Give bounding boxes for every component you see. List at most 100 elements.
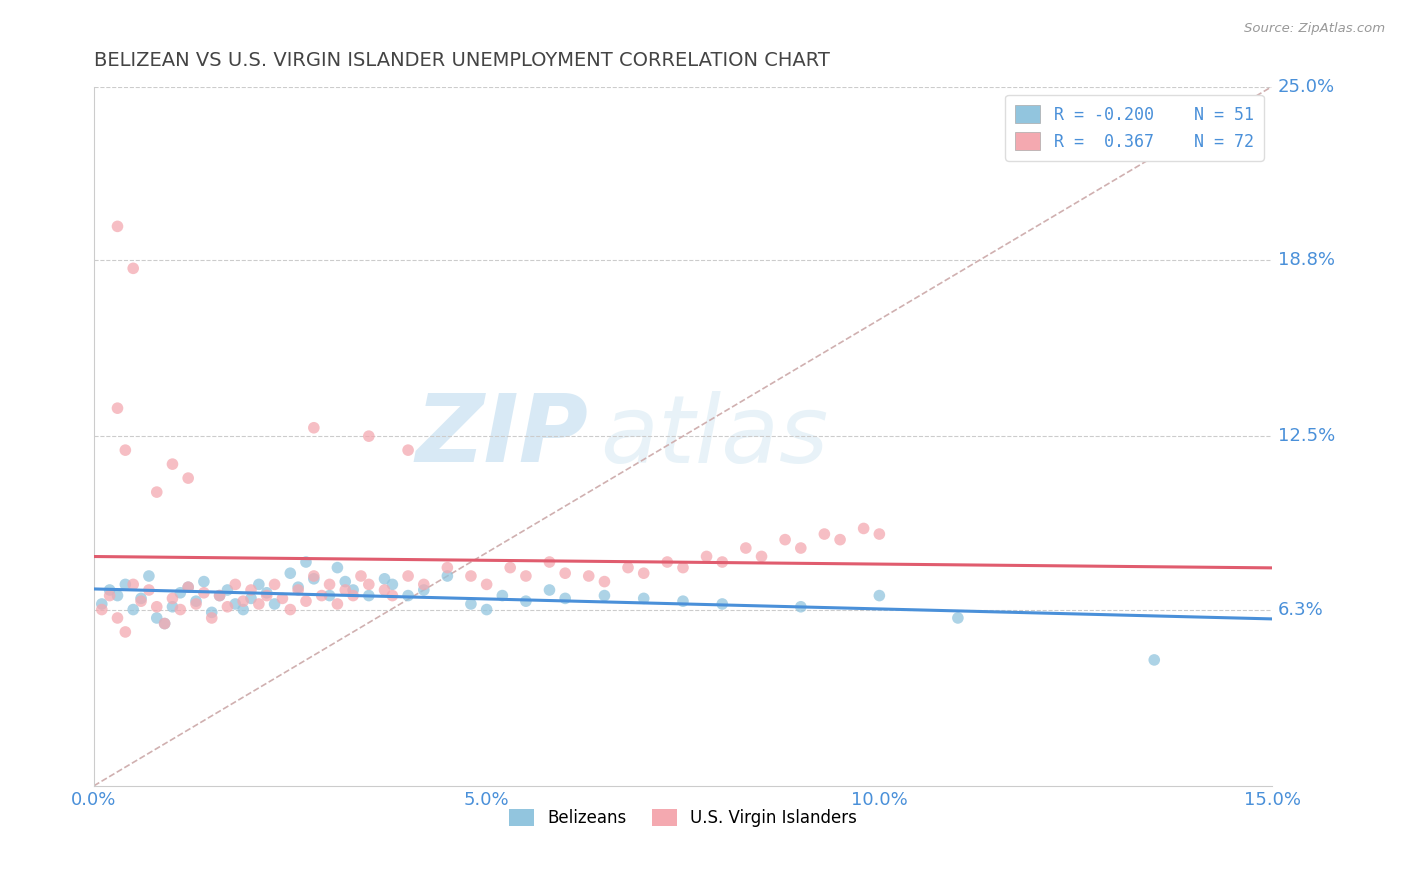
Point bbox=[114, 443, 136, 458]
Point bbox=[201, 611, 224, 625]
Point bbox=[107, 611, 129, 625]
Point bbox=[335, 574, 357, 589]
Point bbox=[295, 555, 318, 569]
Text: Source: ZipAtlas.com: Source: ZipAtlas.com bbox=[1244, 22, 1385, 36]
Point bbox=[326, 560, 349, 574]
Point bbox=[672, 560, 695, 574]
Point bbox=[357, 577, 380, 591]
Point bbox=[335, 582, 357, 597]
Point bbox=[617, 560, 640, 574]
Point bbox=[554, 566, 576, 581]
Point bbox=[107, 219, 129, 234]
Point bbox=[256, 586, 278, 600]
Point bbox=[129, 591, 152, 606]
Point bbox=[169, 602, 191, 616]
Point bbox=[868, 527, 890, 541]
Point bbox=[475, 602, 498, 616]
Point bbox=[499, 560, 522, 574]
Point bbox=[302, 569, 325, 583]
Point bbox=[1143, 653, 1166, 667]
Point bbox=[240, 582, 263, 597]
Point bbox=[177, 471, 200, 485]
Point bbox=[278, 602, 301, 616]
Point bbox=[263, 577, 285, 591]
Point bbox=[114, 577, 136, 591]
Point bbox=[193, 586, 215, 600]
Point bbox=[373, 572, 395, 586]
Text: 18.8%: 18.8% bbox=[1278, 251, 1334, 268]
Point bbox=[828, 533, 851, 547]
Point bbox=[578, 569, 600, 583]
Point bbox=[436, 560, 458, 574]
Point bbox=[852, 521, 875, 535]
Point bbox=[311, 589, 333, 603]
Point bbox=[751, 549, 773, 564]
Point bbox=[790, 599, 813, 614]
Point bbox=[460, 597, 482, 611]
Point bbox=[373, 582, 395, 597]
Point bbox=[672, 594, 695, 608]
Point bbox=[295, 594, 318, 608]
Point bbox=[263, 597, 285, 611]
Point bbox=[122, 577, 145, 591]
Point bbox=[711, 597, 734, 611]
Point bbox=[177, 580, 200, 594]
Point bbox=[193, 574, 215, 589]
Point bbox=[633, 566, 655, 581]
Point bbox=[357, 429, 380, 443]
Point bbox=[224, 597, 246, 611]
Point bbox=[342, 589, 364, 603]
Point bbox=[169, 586, 191, 600]
Point bbox=[208, 589, 231, 603]
Point bbox=[302, 572, 325, 586]
Point bbox=[813, 527, 835, 541]
Point bbox=[302, 421, 325, 435]
Point bbox=[145, 485, 167, 500]
Point bbox=[396, 569, 419, 583]
Point bbox=[224, 577, 246, 591]
Point bbox=[247, 597, 270, 611]
Point bbox=[633, 591, 655, 606]
Point bbox=[90, 602, 112, 616]
Point bbox=[129, 594, 152, 608]
Point bbox=[515, 594, 537, 608]
Point bbox=[460, 569, 482, 583]
Point bbox=[201, 606, 224, 620]
Point bbox=[436, 569, 458, 583]
Point bbox=[208, 589, 231, 603]
Point bbox=[177, 580, 200, 594]
Point bbox=[240, 591, 263, 606]
Point bbox=[90, 597, 112, 611]
Text: 6.3%: 6.3% bbox=[1278, 600, 1323, 618]
Point bbox=[107, 589, 129, 603]
Point bbox=[491, 589, 513, 603]
Point bbox=[98, 582, 121, 597]
Point bbox=[122, 602, 145, 616]
Point bbox=[790, 541, 813, 555]
Text: BELIZEAN VS U.S. VIRGIN ISLANDER UNEMPLOYMENT CORRELATION CHART: BELIZEAN VS U.S. VIRGIN ISLANDER UNEMPLO… bbox=[94, 51, 830, 70]
Point bbox=[711, 555, 734, 569]
Point bbox=[98, 589, 121, 603]
Point bbox=[381, 589, 404, 603]
Point bbox=[145, 611, 167, 625]
Point bbox=[278, 566, 301, 581]
Point bbox=[184, 594, 207, 608]
Point bbox=[162, 599, 184, 614]
Point bbox=[184, 597, 207, 611]
Point bbox=[657, 555, 679, 569]
Point bbox=[162, 457, 184, 471]
Point bbox=[326, 597, 349, 611]
Point bbox=[153, 616, 176, 631]
Point bbox=[122, 261, 145, 276]
Point bbox=[475, 577, 498, 591]
Point bbox=[350, 569, 373, 583]
Text: 25.0%: 25.0% bbox=[1278, 78, 1336, 95]
Text: 12.5%: 12.5% bbox=[1278, 427, 1336, 445]
Point bbox=[287, 582, 309, 597]
Point bbox=[868, 589, 890, 603]
Point bbox=[412, 577, 434, 591]
Point bbox=[153, 616, 176, 631]
Point bbox=[396, 443, 419, 458]
Text: ZIP: ZIP bbox=[416, 390, 589, 483]
Point bbox=[107, 401, 129, 416]
